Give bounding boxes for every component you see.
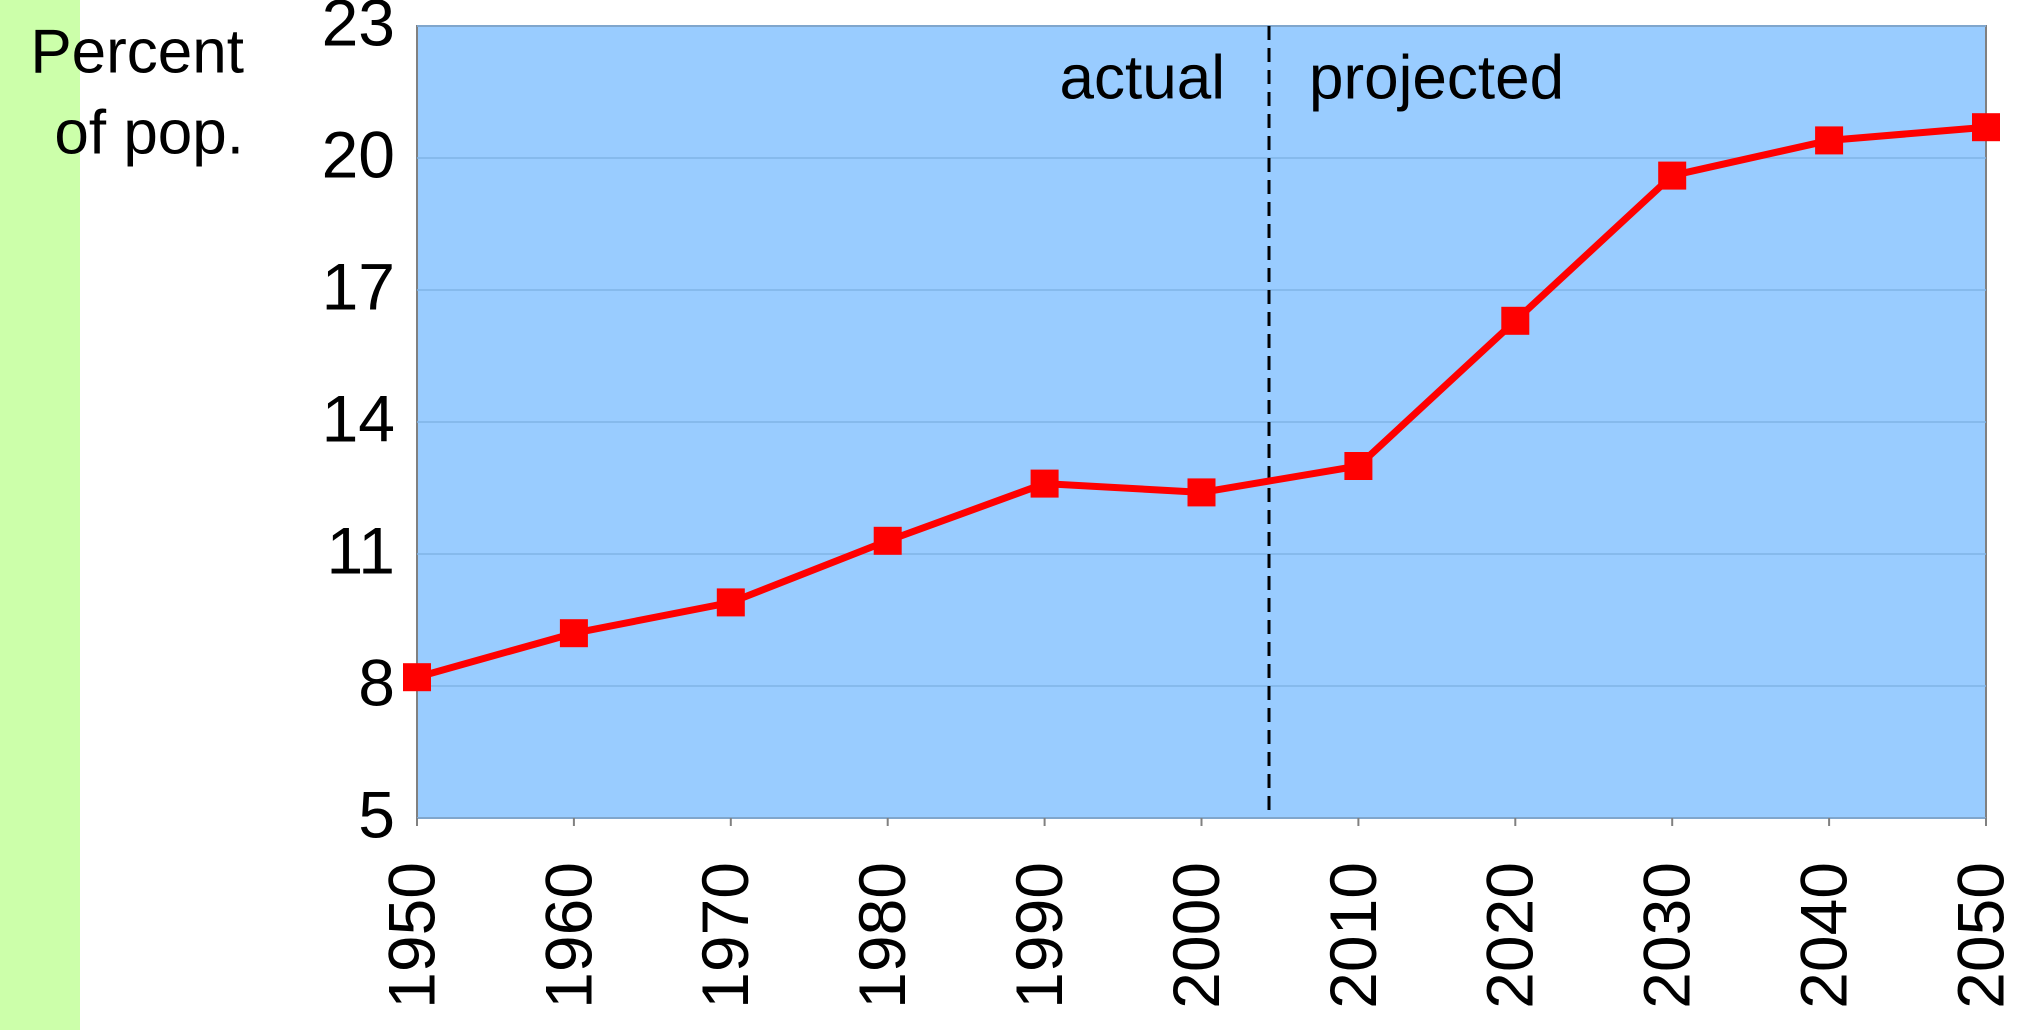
x-tick-label: 1980 — [845, 862, 919, 1009]
annotation: actual — [1060, 43, 1225, 112]
x-tick-label: 1950 — [374, 862, 448, 1009]
y-tick-label: 20 — [322, 117, 395, 191]
x-tick-label: 2030 — [1630, 862, 1704, 1009]
point-marker — [1344, 452, 1373, 480]
point-marker — [403, 663, 431, 692]
x-tick-label: 1960 — [531, 862, 605, 1009]
y-tick-label: 8 — [358, 645, 395, 719]
y-tick-label: 23 — [322, 0, 395, 59]
point-marker — [1972, 113, 2000, 142]
x-tick-label: 2050 — [1943, 862, 2017, 1009]
point-marker — [1187, 478, 1216, 507]
point-marker — [1658, 161, 1687, 190]
y-tick-label: 5 — [358, 777, 395, 851]
x-tick-label: 2010 — [1316, 862, 1390, 1009]
x-tick-label: 2020 — [1473, 862, 1547, 1009]
point-marker — [1030, 469, 1059, 498]
y-tick-label: 17 — [322, 249, 395, 323]
y-tick-label: 14 — [322, 381, 395, 455]
point-marker — [716, 588, 745, 617]
point-marker — [873, 526, 902, 555]
x-tick-label: 1970 — [688, 862, 762, 1009]
y-axis-label: Percent — [30, 17, 244, 86]
point-marker — [1815, 126, 1844, 155]
y-tick-label: 11 — [326, 513, 395, 587]
x-tick-label: 1990 — [1002, 862, 1076, 1009]
annotation: projected — [1309, 43, 1564, 112]
point-marker — [1501, 306, 1530, 335]
x-tick-label: 2000 — [1159, 862, 1233, 1009]
side-band — [0, 0, 80, 1030]
x-tick-label: 2040 — [1787, 862, 1861, 1009]
point-marker — [559, 619, 588, 648]
y-axis-label: of pop. — [54, 98, 244, 167]
